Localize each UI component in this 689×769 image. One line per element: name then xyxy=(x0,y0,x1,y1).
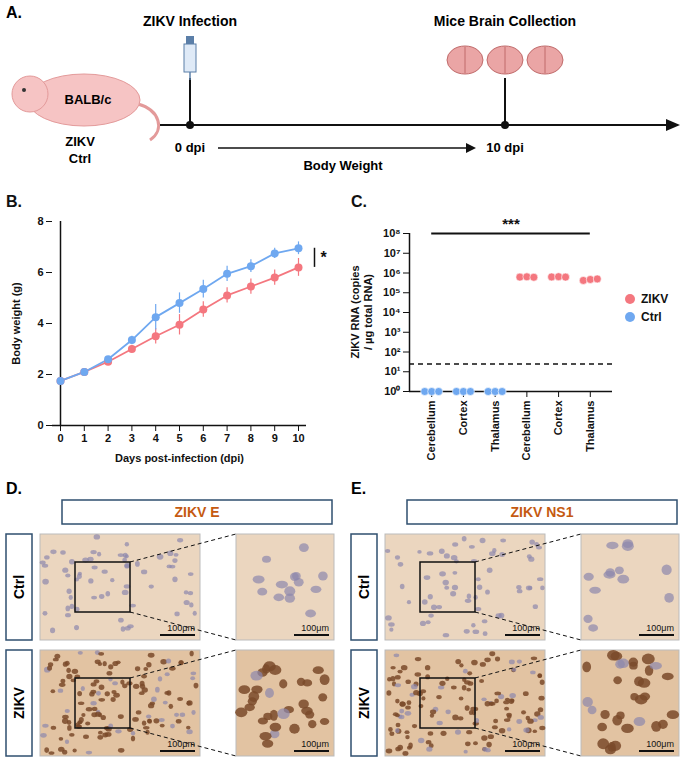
svg-text:ZIKV: ZIKV xyxy=(356,686,372,719)
html-text:C.: C. xyxy=(351,193,367,210)
svg-text:0 dpi: 0 dpi xyxy=(175,140,205,155)
svg-text:4: 4 xyxy=(37,317,44,329)
svg-text:5: 5 xyxy=(176,432,182,444)
svg-text:100μm: 100μm xyxy=(646,623,674,633)
svg-text:100μm: 100μm xyxy=(646,739,674,749)
svg-text:D.: D. xyxy=(6,480,22,497)
svg-text:ZIKV Infection: ZIKV Infection xyxy=(143,13,237,29)
svg-text:100μm: 100μm xyxy=(167,623,195,633)
svg-text:1: 1 xyxy=(81,432,87,444)
svg-text:100μm: 100μm xyxy=(301,623,329,633)
html-text:Ctrl: Ctrl xyxy=(641,310,662,324)
svg-text:10⁰: 10⁰ xyxy=(384,385,400,397)
svg-text:10⁶: 10⁶ xyxy=(383,267,400,279)
svg-text:100μm: 100μm xyxy=(512,623,540,633)
svg-text:Days post-infection (dpi): Days post-infection (dpi) xyxy=(115,452,244,464)
svg-text:7: 7 xyxy=(224,432,230,444)
svg-text:Cerebellum: Cerebellum xyxy=(520,400,532,460)
svg-text:2: 2 xyxy=(37,368,43,380)
svg-text:100μm: 100μm xyxy=(167,739,195,749)
svg-text:0: 0 xyxy=(57,432,63,444)
svg-text:Ctrl: Ctrl xyxy=(69,151,91,166)
svg-text:10³: 10³ xyxy=(385,326,401,338)
svg-text:10²: 10² xyxy=(385,346,401,358)
svg-text:6: 6 xyxy=(200,432,206,444)
svg-text:Cortex: Cortex xyxy=(457,400,469,436)
svg-text:ZIKV: ZIKV xyxy=(65,134,95,149)
svg-text:Mice Brain Collection: Mice Brain Collection xyxy=(434,13,576,29)
svg-text:ZIKV NS1: ZIKV NS1 xyxy=(510,504,573,520)
svg-text:10⁸: 10⁸ xyxy=(383,227,400,239)
svg-text:*: * xyxy=(320,249,327,266)
svg-text:3: 3 xyxy=(129,432,135,444)
svg-text:0: 0 xyxy=(37,419,43,431)
svg-text:2: 2 xyxy=(105,432,111,444)
html-text:ZIKV RNA (copies / µg total RN: ZIKV RNA (copies / µg total RNA) xyxy=(349,265,374,359)
svg-text:10¹: 10¹ xyxy=(385,365,401,377)
html-text:B.: B. xyxy=(6,193,22,210)
svg-text:8: 8 xyxy=(248,432,254,444)
svg-text:10: 10 xyxy=(292,432,304,444)
svg-text:Ctrl: Ctrl xyxy=(11,575,27,599)
svg-text:Body Weight: Body Weight xyxy=(303,158,383,173)
svg-text:ZIKV E: ZIKV E xyxy=(174,504,219,520)
svg-text:4: 4 xyxy=(153,432,160,444)
svg-text:10⁴: 10⁴ xyxy=(383,306,401,318)
html-text:ZIKV: ZIKV xyxy=(641,292,669,306)
svg-text:100μm: 100μm xyxy=(301,739,329,749)
svg-text:10⁷: 10⁷ xyxy=(384,247,401,259)
svg-text:Thalamus: Thalamus xyxy=(489,401,501,452)
svg-text:Cerebellum: Cerebellum xyxy=(425,400,437,460)
svg-text:8: 8 xyxy=(37,215,43,227)
svg-text:E.: E. xyxy=(351,480,366,497)
svg-text:BALB/c: BALB/c xyxy=(65,92,112,107)
svg-text:10⁵: 10⁵ xyxy=(383,286,400,298)
svg-text:***: *** xyxy=(502,215,520,232)
svg-text:10 dpi: 10 dpi xyxy=(486,140,524,155)
svg-text:A.: A. xyxy=(6,4,22,21)
svg-text:9: 9 xyxy=(272,432,278,444)
svg-text:Ctrl: Ctrl xyxy=(356,575,372,599)
svg-text:Body weight (g): Body weight (g) xyxy=(10,282,22,365)
svg-text:100μm: 100μm xyxy=(512,739,540,749)
svg-text:Cortex: Cortex xyxy=(552,400,564,436)
svg-text:6: 6 xyxy=(37,266,43,278)
svg-text:ZIKV: ZIKV xyxy=(11,686,27,719)
svg-text:Thalamus: Thalamus xyxy=(584,401,596,452)
